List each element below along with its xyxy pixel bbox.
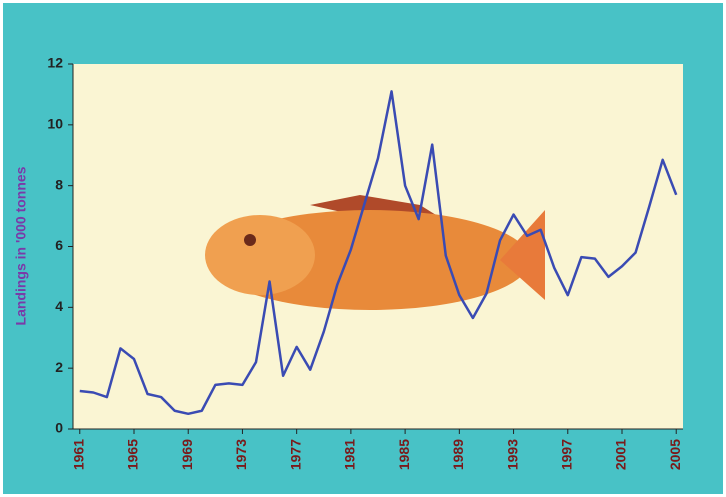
y-tick-label: 0: [55, 420, 63, 436]
x-tick-label: 1981: [342, 439, 358, 470]
y-tick-label: 12: [47, 55, 63, 71]
y-tick-label: 8: [55, 176, 63, 192]
x-tick-label: 2005: [667, 439, 683, 470]
y-tick-label: 10: [47, 116, 63, 132]
x-tick-label: 1985: [396, 439, 412, 470]
fish-eye: [244, 234, 256, 246]
x-tick-label: 1973: [233, 439, 249, 470]
y-axis-label: Landings in '000 tonnes: [13, 166, 29, 325]
x-tick-label: 1977: [287, 439, 303, 470]
x-tick-label: 1997: [558, 439, 574, 470]
fish-picture: [205, 195, 545, 310]
y-tick-label: 6: [55, 237, 63, 253]
x-tick-label: 1989: [450, 439, 466, 470]
x-tick-label: 1965: [125, 439, 141, 470]
x-tick-label: 1993: [504, 439, 520, 470]
x-tick-label: 1969: [179, 439, 195, 470]
y-tick-label: 2: [55, 359, 63, 375]
y-tick-label: 4: [55, 298, 63, 314]
data-line: [79, 90, 678, 416]
x-tick-label: 2001: [613, 439, 629, 470]
x-tick-label: 1961: [70, 439, 86, 470]
fish-head: [205, 215, 315, 295]
